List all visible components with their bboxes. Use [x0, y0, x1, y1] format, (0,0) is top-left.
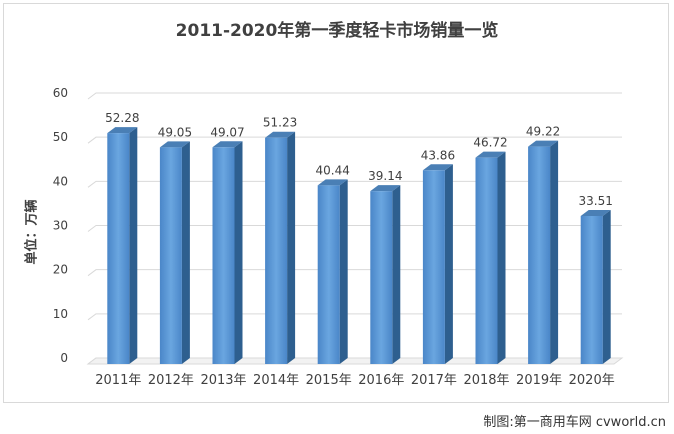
bar-top — [317, 179, 348, 186]
bar-top — [370, 185, 401, 192]
y-tick-label: 20 — [53, 263, 68, 277]
x-tick-label: 2012年 — [148, 373, 194, 388]
y-tick-label: 60 — [53, 86, 68, 100]
data-label: 46.72 — [473, 136, 507, 150]
source-credit: 制图:第一商用车网 cvworld.cn — [483, 415, 666, 430]
bar-top — [107, 127, 138, 134]
data-label: 49.22 — [526, 125, 560, 139]
x-tick-label: 2013年 — [200, 373, 246, 388]
y-tick-label: 0 — [60, 351, 68, 365]
bar-side — [602, 209, 611, 364]
bar — [265, 137, 288, 364]
bar — [475, 157, 498, 364]
bar — [422, 170, 445, 364]
x-tick-label: 2017年 — [411, 373, 457, 388]
bar — [107, 133, 130, 364]
bar — [212, 147, 235, 364]
bar-side — [444, 164, 453, 364]
data-label: 51.23 — [263, 116, 297, 130]
bar — [528, 146, 551, 364]
y-tick-label: 40 — [53, 174, 68, 188]
x-tick-label: 2011年 — [95, 373, 141, 388]
x-tick-label: 2016年 — [358, 373, 404, 388]
bar-side — [287, 131, 296, 364]
gridline — [87, 92, 622, 100]
bar-side — [129, 127, 138, 364]
bar-top — [528, 140, 559, 147]
y-tick-label: 50 — [53, 130, 68, 144]
bar — [317, 185, 340, 364]
data-label: 49.07 — [210, 125, 244, 139]
data-label: 49.05 — [158, 125, 192, 139]
bar-side — [392, 185, 401, 364]
y-tick-label: 10 — [53, 307, 68, 321]
bar-side — [181, 141, 190, 364]
bar — [580, 215, 603, 364]
bar-top — [422, 164, 453, 171]
x-tick-label: 2019年 — [516, 373, 562, 388]
gridline — [87, 136, 622, 144]
data-label: 52.28 — [105, 111, 139, 125]
bar-side — [497, 151, 506, 364]
bar-top — [475, 151, 506, 158]
bar-top — [265, 131, 296, 138]
x-tick-label: 2015年 — [306, 373, 352, 388]
y-tick-label: 30 — [53, 219, 68, 233]
bar-top — [212, 141, 243, 148]
bar-side — [550, 140, 559, 364]
x-tick-label: 2014年 — [253, 373, 299, 388]
data-label: 40.44 — [316, 163, 350, 177]
bar — [159, 147, 182, 364]
data-label: 33.51 — [579, 194, 613, 208]
data-label: 43.86 — [421, 148, 455, 162]
bar-top — [159, 141, 190, 148]
bar-top — [580, 209, 611, 216]
bar-side — [234, 141, 243, 364]
bar — [370, 191, 393, 364]
bar-side — [339, 179, 348, 364]
x-tick-label: 2020年 — [569, 373, 615, 388]
chart-title: 2011-2020年第一季度轻卡市场销量一览 — [175, 21, 499, 41]
x-tick-label: 2018年 — [463, 373, 509, 388]
data-label: 39.14 — [368, 169, 402, 183]
